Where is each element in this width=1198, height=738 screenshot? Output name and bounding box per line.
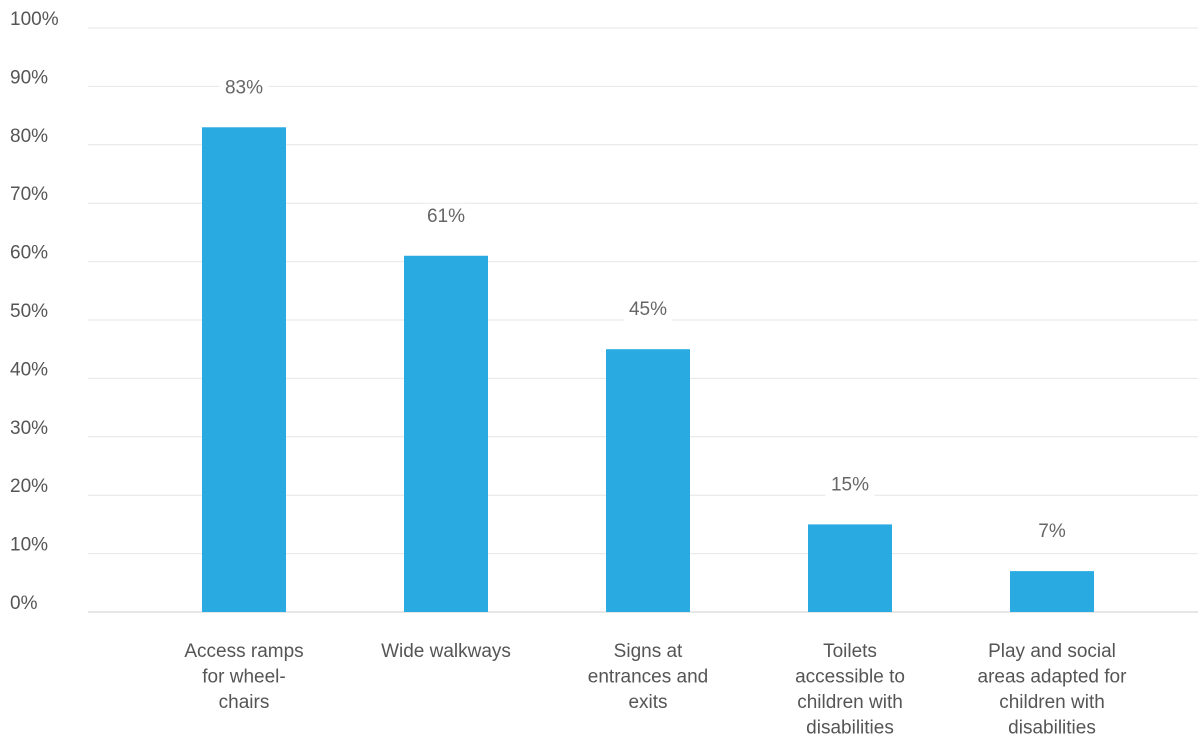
- y-tick-label: 30%: [10, 418, 48, 439]
- category-label-line: areas adapted for: [978, 667, 1128, 688]
- bar: [202, 127, 286, 612]
- category-label-line: entrances and: [588, 667, 708, 688]
- bars: [202, 127, 1094, 612]
- category-label-line: exits: [628, 692, 667, 713]
- bar: [404, 255, 488, 612]
- category-label: Wide walkways: [381, 641, 511, 662]
- category-label-line: disabilities: [1008, 718, 1096, 738]
- category-label-line: Access ramps: [184, 641, 303, 662]
- data-label-background: [1033, 519, 1071, 546]
- y-tick-label: 70%: [10, 184, 48, 205]
- bar: [808, 524, 892, 612]
- y-tick-label: 20%: [10, 476, 48, 497]
- y-axis-tick-labels: 0% 10% 20% 30% 40% 50% 60% 70% 80% 90% 100%: [10, 9, 59, 614]
- y-tick-label: 50%: [10, 301, 48, 322]
- category-label: Access ramps for wheel-chairs: [184, 641, 303, 713]
- data-label: 15%: [831, 474, 869, 495]
- bar: [606, 349, 690, 612]
- data-label: 45%: [629, 299, 667, 320]
- category-label-line: chairs: [219, 692, 270, 713]
- y-tick-label: 40%: [10, 359, 48, 380]
- data-label-background: [219, 75, 269, 102]
- y-tick-label: 10%: [10, 535, 48, 556]
- category-label-line: Toilets: [823, 641, 877, 662]
- category-label-line: disabilities: [806, 718, 894, 738]
- data-label-background: [825, 472, 875, 499]
- category-label: Toilets accessible to children with disabil…: [795, 641, 905, 738]
- category-label-line: for wheel-: [202, 667, 285, 688]
- y-tick-label: 60%: [10, 243, 48, 264]
- y-tick-label: 100%: [10, 9, 59, 30]
- data-labels: 83% 61% 45% 15% 7%: [219, 75, 1071, 546]
- y-tick-label: 80%: [10, 126, 48, 147]
- y-tick-label: 90%: [10, 67, 48, 88]
- category-label-line: children with: [999, 692, 1105, 713]
- category-label: Play and social areas adapted for children…: [978, 641, 1128, 738]
- bar: [1010, 571, 1094, 612]
- y-tick-label: 0%: [10, 593, 38, 614]
- data-label-background: [421, 203, 471, 230]
- category-label-line: Wide walkways: [381, 641, 511, 662]
- x-axis-category-labels: Access ramps for wheel-chairs Wide walkway…: [184, 641, 1127, 738]
- data-label-background: [623, 297, 673, 324]
- data-label: 7%: [1038, 521, 1066, 542]
- category-label-line: accessible to: [795, 667, 905, 688]
- data-label: 83%: [225, 77, 263, 98]
- data-label: 61%: [427, 206, 465, 227]
- category-label-line: Play and social: [988, 641, 1116, 662]
- category-label: Signs at entrances and exits: [588, 641, 708, 713]
- category-label-line: Signs at: [614, 641, 683, 662]
- category-label-line: children with: [797, 692, 903, 713]
